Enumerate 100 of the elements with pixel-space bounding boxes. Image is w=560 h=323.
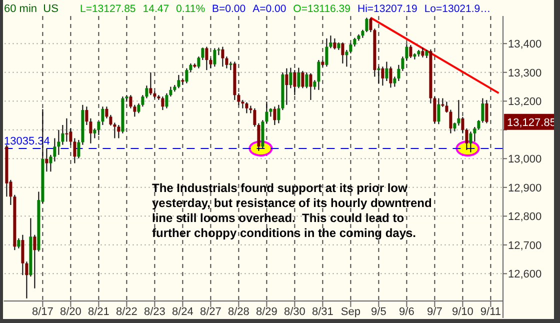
candlestick [253,108,256,128]
x-tick-label: 9/11 [480,306,501,318]
x-tick-label: 8/31 [312,306,334,318]
x-tick-label: 8/22 [116,306,138,318]
y-tick-label: 12,600 [508,268,542,281]
candlestick [385,61,388,82]
candlestick [109,114,112,126]
annotation: The Industrials found support at its prior low yesterday, but resistance of its hourly downtrend line still looms overhead. This could lead to further choppy conditions in the coming days. [152,181,432,240]
candlestick [33,234,36,289]
candlestick [481,98,484,124]
candlestick [301,70,304,89]
candlestick [117,124,120,139]
candlestick [133,104,136,118]
x-tick-label: 8/21 [88,306,110,318]
candlestick [405,44,408,62]
candlestick [457,99,460,126]
candlestick [225,56,228,69]
candlestick [245,102,248,114]
x-tick-label: 9/10 [452,306,474,318]
candlestick [409,44,412,58]
candlestick [317,60,320,90]
candlestick [21,234,24,276]
y-tick-label: 13,300 [508,67,542,80]
y-tick-label: 12,900 [508,182,542,194]
candlestick [213,48,216,68]
chart-title: 60 min US [4,3,58,15]
candlestick [345,49,348,68]
candlestick [45,148,48,172]
y-tick-label: 12,700 [508,240,542,252]
candlestick [285,68,288,106]
candlestick [205,46,208,71]
candlestick [141,94,144,108]
candlestick [477,120,480,130]
candlestick [57,129,60,156]
candlestick [325,38,328,68]
candlestick [293,70,296,96]
x-tick-label: 8/20 [60,306,82,318]
candlestick [177,74,180,89]
candlestick [329,35,332,49]
candlestick [257,122,260,152]
candlestick [449,109,452,134]
candlestick [485,99,488,124]
x-tick-label: 8/29 [256,306,278,318]
candlestick [25,261,28,299]
y-tick-label: 13,200 [508,96,542,108]
candlestick [61,124,64,146]
y-tick-label: 13,400 [508,38,542,51]
x-tick-label: 8/24 [172,306,194,318]
candlestick [161,96,164,111]
candlestick [221,46,224,68]
candlestick [273,106,276,126]
candlestick [165,92,168,109]
y-tick-label: 12,800 [508,211,542,224]
candlestick [17,238,20,249]
x-tick-label: 8/23 [144,306,166,318]
x-tick-label: Sep [340,306,360,318]
candlestick [313,80,316,90]
candlestick [389,66,392,88]
x-tick-label: 9/6 [399,306,414,318]
candlestick [85,106,88,126]
candlestick [49,154,52,172]
candlestick [445,101,448,114]
candlestick [277,104,280,124]
candlestick [145,85,148,99]
x-tick-label: 8/27 [200,306,222,318]
candlestick [433,96,436,124]
candlestick [169,86,172,98]
candlestick [185,68,188,84]
x-tick-label: 9/5 [371,306,386,318]
candlestick [209,58,212,69]
candlestick [237,92,240,106]
candlestick [101,106,104,126]
text: 13,127.85 [507,116,556,129]
candlestick [305,72,308,89]
candlestick [129,94,132,109]
candlestick [349,42,352,54]
candlestick [65,118,68,142]
candlestick [73,138,76,164]
candlestick [465,128,468,151]
candlestick [393,76,396,88]
candlestick [77,139,80,159]
candlestick [473,126,476,142]
candlestick [469,131,472,153]
chart-subtitle: L=13127.85 14.47 0.11% B=0.00 A=0.00 O=13116.39 Hi=13207.19 Lo=13021.9… [80,3,491,15]
candlestick [401,56,404,72]
candlestick [201,47,204,60]
candlestick [421,47,424,58]
candlestick [461,116,464,134]
candlestick [437,98,440,125]
candlestick [137,102,140,114]
candlestick [97,121,100,136]
candlestick [289,67,292,89]
candlestick [381,66,384,86]
x-tick-label: 8/30 [284,306,306,318]
candlestick [265,101,268,124]
candlestick [93,128,96,139]
x-tick-label: 9/7 [427,306,442,318]
candlestick [333,38,336,50]
candlestick [397,64,400,82]
candlestick [297,67,300,89]
